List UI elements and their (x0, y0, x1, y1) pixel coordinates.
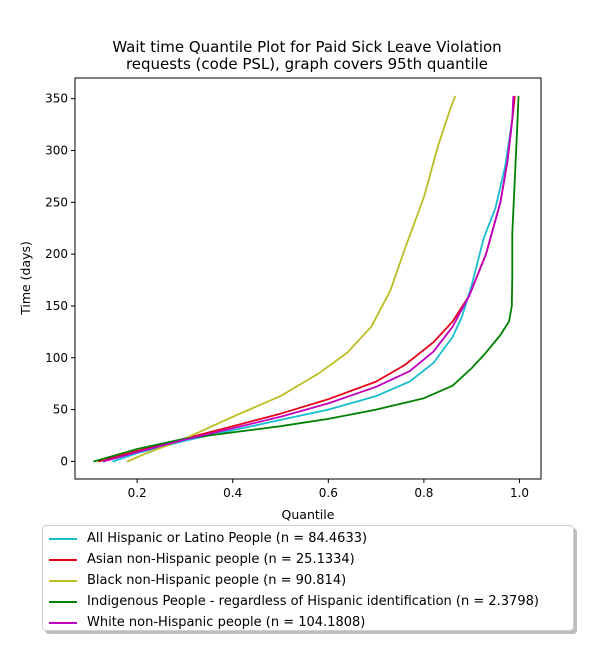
y-tick-label: 150 (45, 299, 68, 313)
y-tick-label: 100 (45, 351, 68, 365)
legend-swatch (49, 537, 77, 540)
series-line-3 (93, 95, 520, 463)
x-tick-label: 1.0 (510, 486, 529, 500)
y-tick-label: 350 (45, 92, 68, 106)
chart-legend: All Hispanic or Latino People (n = 84.46… (42, 525, 574, 631)
legend-item-3: Indigenous People - regardless of Hispan… (43, 591, 573, 612)
legend-label: Black non-Hispanic people (n = 90.814) (87, 573, 347, 588)
legend-item-1: Asian non-Hispanic people (n = 25.1334) (43, 549, 573, 570)
legend-swatch (49, 621, 77, 624)
y-tick-label: 250 (45, 195, 68, 209)
legend-label: White non-Hispanic people (n = 104.1808) (87, 615, 366, 630)
x-axis-label: Quantile (282, 507, 335, 522)
x-tick-label: 0.6 (319, 486, 338, 500)
x-tick-label: 0.4 (223, 486, 242, 500)
y-tick-label: 0 (60, 454, 68, 468)
y-tick-label: 50 (53, 403, 68, 417)
legend-swatch (49, 558, 77, 561)
series-line-4 (102, 95, 515, 463)
series-line-1 (98, 95, 516, 463)
plot-frame (74, 77, 542, 480)
x-tick-label: 0.2 (128, 486, 147, 500)
y-axis-label: Time (days) (18, 241, 33, 316)
legend-swatch (49, 579, 77, 582)
chart-title-line-1: Wait time Quantile Plot for Paid Sick Le… (112, 38, 501, 56)
y-tick-label: 200 (45, 247, 68, 261)
series-line-2 (126, 95, 456, 463)
chart-title-line-2: requests (code PSL), graph covers 95th q… (126, 55, 488, 73)
legend-item-0: All Hispanic or Latino People (n = 84.46… (43, 528, 573, 549)
legend-label: Indigenous People - regardless of Hispan… (87, 594, 539, 609)
x-tick-label: 0.8 (414, 486, 433, 500)
y-tick-label: 300 (45, 144, 68, 158)
legend-item-4: White non-Hispanic people (n = 104.1808) (43, 612, 573, 633)
legend-label: Asian non-Hispanic people (n = 25.1334) (87, 552, 355, 567)
legend-label: All Hispanic or Latino People (n = 84.46… (87, 531, 368, 546)
legend-swatch (49, 600, 77, 603)
legend-item-2: Black non-Hispanic people (n = 90.814) (43, 570, 573, 591)
